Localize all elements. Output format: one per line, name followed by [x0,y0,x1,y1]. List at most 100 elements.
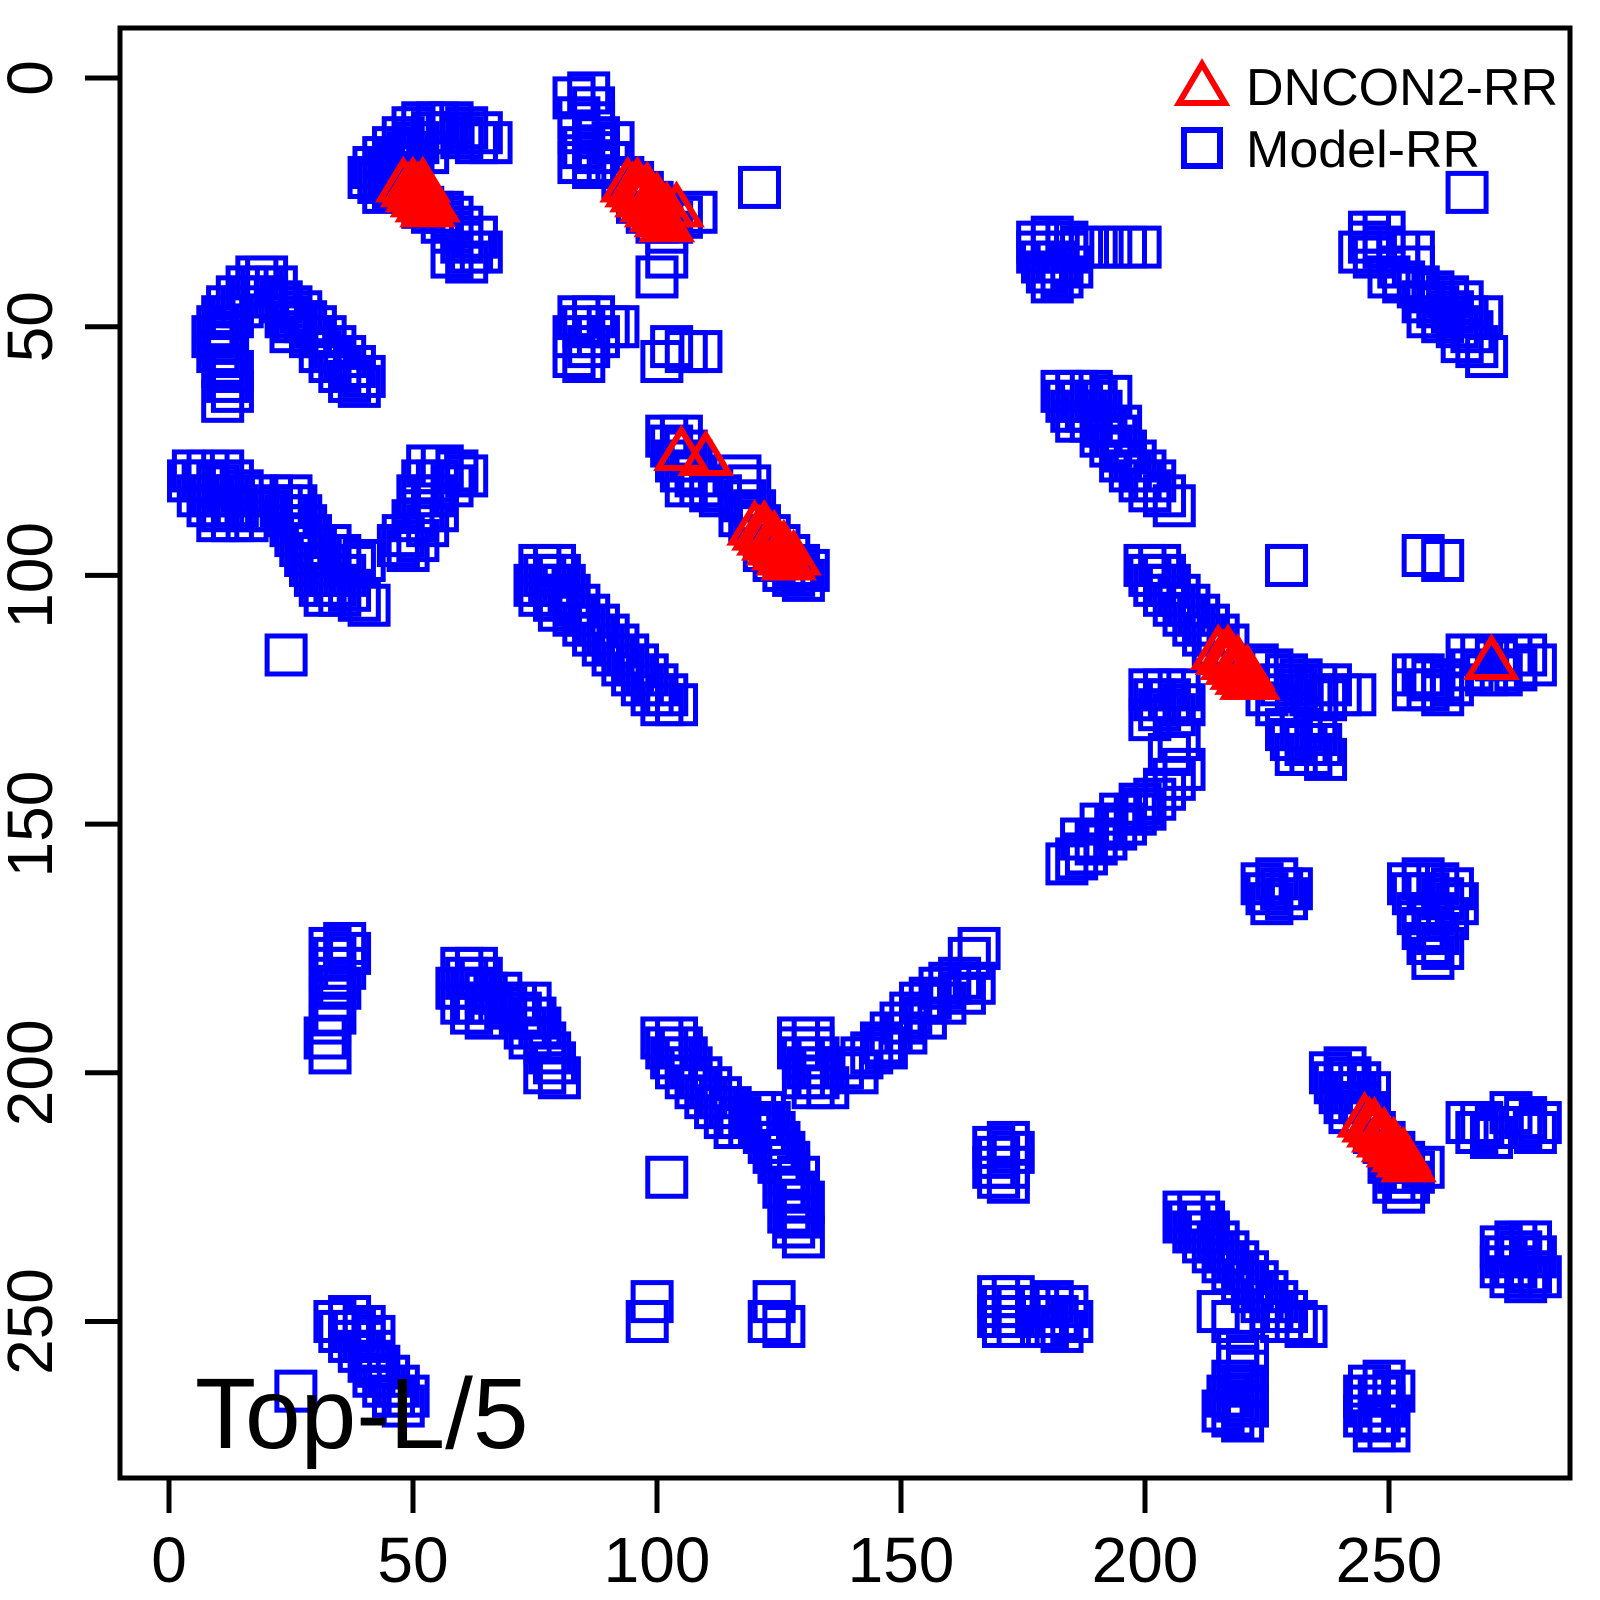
model-rr-marker [537,1056,581,1100]
model-rr-marker [352,1329,396,1373]
model-rr-marker [1416,912,1460,956]
model-rr-marker [947,936,991,980]
dncon2-rr-points [374,155,1520,1183]
model-rr-marker [1518,1255,1562,1299]
dncon2-rr-marker [736,498,793,546]
legend-square-icon [1181,127,1223,169]
model-rr-points [167,71,1562,1453]
model-rr-marker [645,673,689,717]
model-rr-marker [1333,673,1377,717]
model-rr-marker [1513,643,1557,687]
legend-label-dncon2-rr: DNCON2-RR [1246,59,1558,117]
model-rr-marker [308,1001,352,1045]
model-rr-marker [781,1180,825,1224]
model-rr-marker [1211,1394,1255,1438]
y-tick-label: 150 [0,771,66,878]
model-rr-marker [1118,782,1162,826]
model-rr-marker [210,369,254,413]
model-rr-marker [552,335,596,379]
model-rr-marker [737,165,781,209]
model-rr-marker [1304,678,1348,722]
dncon2-rr-marker [1224,653,1281,700]
model-rr-marker [454,121,498,165]
model-rr-marker [1494,1245,1538,1289]
model-rr-marker [201,379,245,423]
model-rr-marker [201,344,245,388]
model-rr-marker [1445,170,1489,214]
model-rr-marker [747,1300,791,1343]
model-rr-marker [1274,1300,1318,1343]
model-rr-marker [625,1300,669,1343]
y-axis: 0 50 100 150 200 250 [0,60,120,1375]
dncon2-rr-marker [648,180,705,228]
x-tick-label: 200 [1092,1524,1199,1596]
x-tick-label: 50 [377,1524,448,1596]
model-rr-marker [1265,877,1309,921]
model-rr-marker [1421,926,1465,970]
model-rr-marker [1323,1046,1367,1090]
model-rr-marker [640,340,684,384]
model-rr-marker [445,240,489,284]
model-rr-marker [1040,255,1084,299]
model-rr-marker [206,335,250,379]
model-rr-marker [318,534,362,578]
model-rr-marker [440,116,484,160]
model-rr-marker [567,325,611,369]
model-rr-marker [1406,668,1450,712]
model-rr-marker [533,1041,577,1085]
model-rr-marker [1050,1300,1094,1343]
model-rr-marker [430,235,474,279]
model-rr-marker [1289,732,1333,776]
dncon2-rr-marker [609,155,666,203]
model-rr-marker [1221,1399,1265,1443]
annotation-top-l5: Top-L/5 [195,1358,529,1470]
model-rr-marker [1255,683,1299,727]
model-rr-marker [1411,936,1455,980]
model-rr-marker [1504,1260,1548,1304]
model-rr-marker [772,1205,816,1249]
model-rr-marker [1225,1384,1269,1428]
model-rr-marker [1455,325,1499,369]
model-rr-marker [1304,737,1348,781]
dncon2-rr-marker [653,424,710,472]
model-rr-marker [1250,882,1294,926]
model-rr-marker [645,1155,689,1199]
model-rr-marker [1143,474,1187,518]
x-tick-label: 100 [604,1524,711,1596]
model-rr-marker [1040,1309,1084,1353]
model-rr-marker [318,966,362,1010]
legend: DNCON2-RR Model-RR [1173,58,1558,179]
model-rr-marker [1128,469,1172,513]
model-rr-marker [323,921,367,965]
model-rr-marker [1421,673,1465,717]
dncon2-rr-marker [1365,1115,1423,1163]
dncon2-rr-marker [745,508,803,556]
x-tick-label: 150 [848,1524,955,1596]
model-rr-marker [977,1155,1021,1199]
model-rr-marker [1118,225,1162,269]
dncon2-rr-marker [1209,633,1267,680]
model-rr-marker [1162,683,1206,727]
model-rr-marker [562,340,606,384]
dncon2-rr-marker [618,160,676,208]
model-rr-marker [328,359,372,403]
model-rr-marker [1025,1304,1069,1348]
model-rr-marker [1196,1290,1240,1334]
y-tick-label: 200 [0,1019,66,1126]
model-rr-marker [347,583,391,627]
model-rr-marker [337,364,381,408]
model-rr-marker [264,633,308,677]
model-rr-marker [1450,310,1494,354]
model-rr-marker [1489,1255,1533,1299]
model-rr-marker [1030,260,1074,304]
model-rr-marker [386,1374,430,1418]
model-rr-marker [1367,1409,1411,1453]
legend-label-model-rr: Model-RR [1246,121,1480,179]
model-rr-marker [1147,732,1191,776]
model-rr-marker [1211,1300,1255,1343]
model-rr-marker [337,578,381,622]
model-rr-marker [386,529,430,573]
model-rr-marker [1299,723,1343,767]
model-rr-marker [201,489,245,533]
